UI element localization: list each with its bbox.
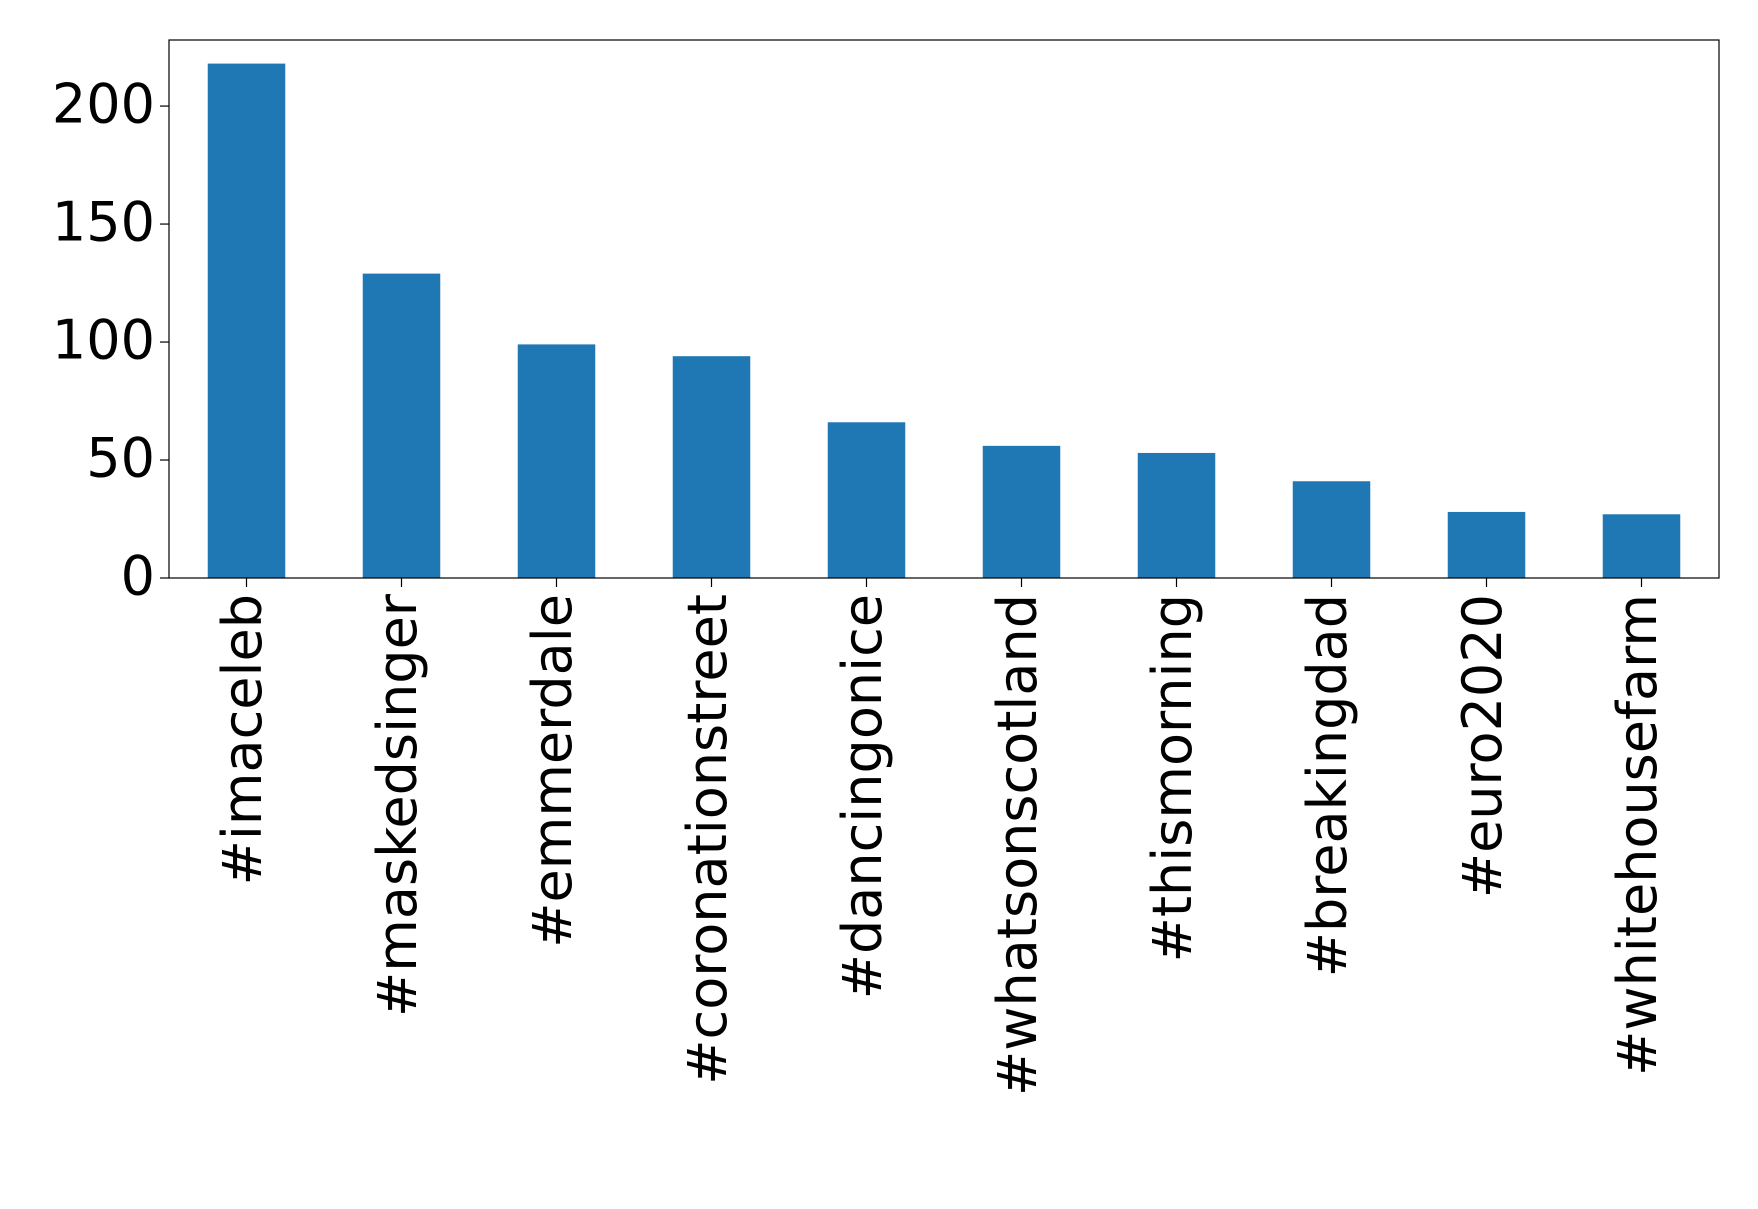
bar: [1292, 481, 1371, 578]
bar: [517, 344, 596, 578]
bar: [982, 445, 1061, 578]
bar: [207, 63, 286, 578]
bar: [1602, 514, 1681, 578]
bar: [672, 356, 751, 578]
bar: [827, 422, 906, 578]
x-tick-label: #euro2020: [1451, 594, 1514, 898]
y-tick-label: 150: [52, 191, 155, 254]
x-tick-label: #coronationstreet: [676, 594, 739, 1085]
x-tick-label: #breakingdad: [1296, 594, 1359, 977]
y-tick-label: 0: [121, 545, 155, 608]
y-tick-label: 50: [86, 427, 155, 490]
bar: [1447, 511, 1526, 578]
plot-frame: [168, 39, 1720, 579]
y-tick-label: 100: [52, 309, 155, 372]
x-tick-label: #whitehousefarm: [1606, 594, 1669, 1076]
x-tick-label: #dancingonice: [831, 594, 894, 999]
x-tick-label: #imaceleb: [211, 594, 274, 885]
x-tick-label: #maskedsinger: [366, 593, 429, 1017]
x-tick-label: #emmerdale: [521, 594, 584, 948]
x-tick-label: #thismorning: [1141, 594, 1204, 962]
y-tick-label: 200: [52, 73, 155, 136]
x-tick-label: #whatsonscotland: [986, 594, 1049, 1096]
bar: [362, 273, 441, 578]
bar: [1137, 452, 1216, 578]
